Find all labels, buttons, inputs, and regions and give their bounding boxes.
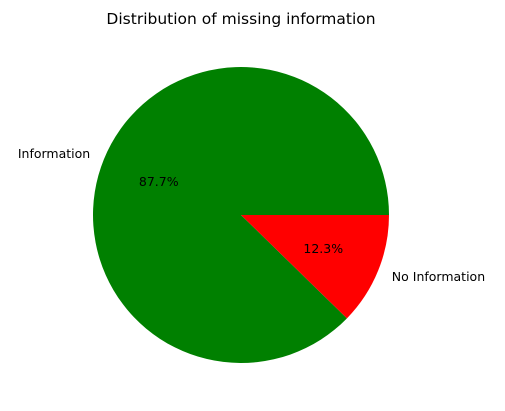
pie-category-label-information: Information	[18, 146, 90, 161]
pie-category-label-no-information: No Information	[392, 269, 485, 284]
pie-pct-label-no-information: 12.3%	[303, 241, 343, 256]
pie-slice-information	[93, 67, 390, 364]
pie-labels: 87.7% Information 12.3% No Information	[18, 146, 485, 284]
pie-slice-no-information	[241, 215, 389, 319]
pie-slices	[93, 67, 390, 364]
pie-pct-label-information: 87.7%	[139, 174, 179, 189]
chart-title: Distribution of missing information	[106, 10, 375, 28]
